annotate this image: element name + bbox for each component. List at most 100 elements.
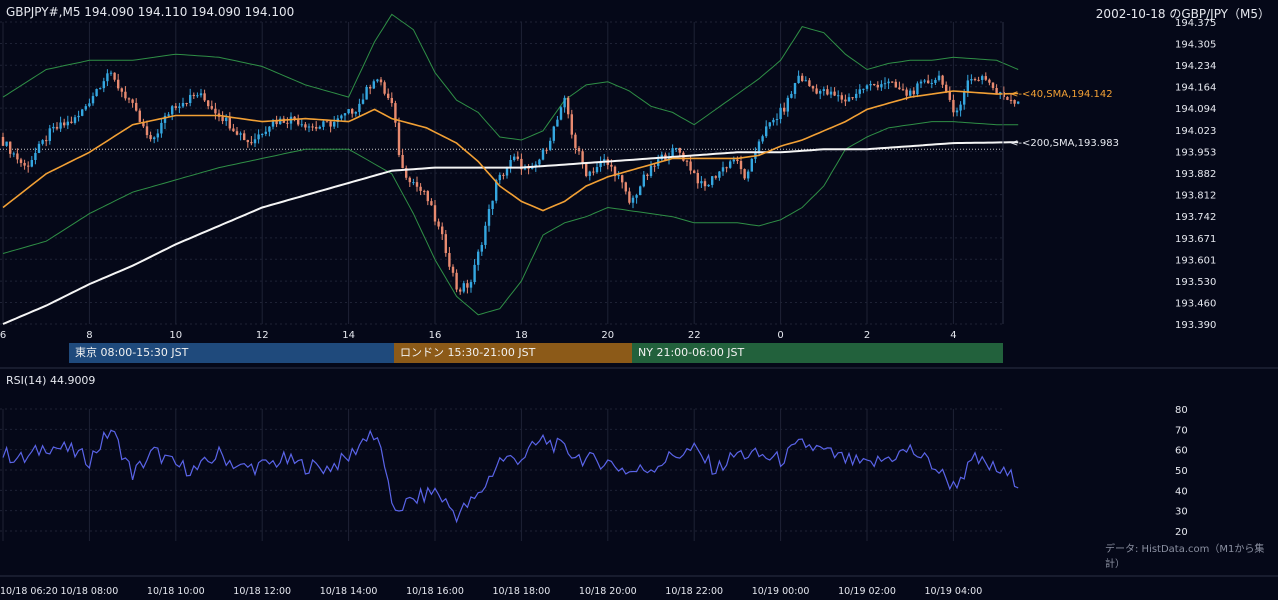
- hour-tick-label: 8: [86, 330, 92, 341]
- candle-body: [653, 165, 656, 167]
- price-tick-label: 194.234: [1175, 61, 1216, 72]
- candle-body: [642, 174, 645, 187]
- candle-body: [311, 126, 314, 128]
- candle-body: [984, 76, 987, 80]
- candle-body: [73, 117, 77, 123]
- candle-body: [369, 87, 372, 89]
- rsi-tick-label: 50: [1175, 466, 1188, 477]
- candle-body: [761, 136, 764, 142]
- candle-body: [405, 168, 408, 178]
- candle-body: [390, 97, 393, 104]
- candle-body: [505, 168, 509, 176]
- candle-body: [916, 83, 919, 95]
- candle-body: [833, 91, 836, 96]
- price-tick-label: 193.390: [1175, 320, 1216, 331]
- candle-body: [102, 81, 105, 89]
- bollinger-lower-line: [2, 121, 1019, 316]
- price-axis: 194.375 194.305 194.234 194.164 194.094 194.0…: [1002, 18, 1216, 331]
- candle-body: [199, 93, 203, 96]
- rsi-tick-label: 20: [1175, 527, 1188, 538]
- candle-body: [264, 131, 267, 134]
- candle-body: [711, 176, 714, 185]
- candle-body: [433, 205, 437, 222]
- candle-body: [905, 89, 908, 96]
- candle-body: [361, 99, 365, 104]
- candle-body: [804, 80, 807, 82]
- candle-body: [552, 126, 555, 141]
- candle-body: [570, 114, 573, 135]
- candle-body: [819, 91, 822, 94]
- candle-body: [192, 94, 195, 96]
- candle-body: [721, 167, 725, 172]
- candle-body: [383, 82, 386, 94]
- hour-tick-label: 2: [864, 330, 870, 341]
- candle-body: [772, 119, 775, 123]
- candle-body: [99, 88, 102, 90]
- candle-body: [225, 117, 228, 122]
- candle-body: [750, 158, 753, 172]
- candle-body: [91, 96, 95, 104]
- candle-body: [19, 159, 23, 163]
- candle-body: [117, 79, 120, 89]
- candle-body: [214, 108, 217, 114]
- candle-body: [477, 251, 480, 265]
- candle-body: [585, 163, 588, 176]
- candle-body: [466, 283, 469, 288]
- candle-body: [484, 225, 487, 245]
- candle-body: [592, 171, 595, 173]
- candle-body: [937, 75, 941, 80]
- candle-body: [437, 221, 440, 227]
- candle-body: [70, 121, 73, 123]
- candle-body: [538, 159, 541, 165]
- candlesticks: [1, 69, 1020, 295]
- candle-body: [880, 84, 883, 88]
- candle-body: [743, 169, 746, 179]
- candle-body: [941, 75, 944, 85]
- candle-body: [153, 137, 156, 140]
- candle-body: [883, 83, 887, 85]
- price-tick-label: 193.671: [1175, 234, 1216, 245]
- candle-body: [887, 81, 890, 84]
- candle-body: [167, 114, 170, 116]
- candle-body: [909, 90, 912, 96]
- price-tick-label: 193.460: [1175, 299, 1216, 310]
- candle-body: [732, 159, 735, 162]
- candle-body: [700, 181, 703, 184]
- candle-body: [1017, 101, 1020, 104]
- candle-body: [563, 97, 566, 108]
- candle-body: [408, 177, 411, 183]
- candle-body: [973, 79, 977, 81]
- hour-axis: 6 8 10 12 14 16 18 20 22 0 2 4: [0, 330, 957, 341]
- candle-body: [444, 234, 447, 254]
- candle-body: [448, 253, 451, 267]
- candle-body: [462, 283, 465, 292]
- time-tick-label: 10/18 08:00: [61, 586, 119, 597]
- candle-body: [959, 104, 962, 111]
- candle-body: [927, 80, 930, 84]
- candle-body: [610, 164, 613, 167]
- candle-body: [41, 140, 44, 144]
- candle-body: [520, 158, 523, 170]
- candle-body: [95, 89, 98, 97]
- candle-body: [261, 133, 264, 135]
- sma40-line: [2, 90, 1019, 212]
- candle-body: [966, 80, 969, 93]
- rsi-tick-label: 80: [1175, 405, 1188, 416]
- candle-body: [945, 84, 948, 92]
- candle-body: [77, 115, 80, 118]
- candle-body: [786, 97, 789, 112]
- candle-body: [988, 79, 991, 83]
- candle-body: [876, 84, 879, 88]
- rsi-tick-label: 30: [1175, 507, 1188, 518]
- candle-body: [358, 103, 361, 112]
- candle-body: [729, 161, 732, 168]
- moving-averages: [2, 90, 1019, 325]
- price-tick-label: 193.953: [1175, 147, 1216, 158]
- candle-body: [210, 106, 213, 109]
- candle-body: [783, 107, 786, 112]
- candle-body: [329, 121, 332, 127]
- candle-body: [981, 76, 984, 80]
- hour-tick-label: 18: [515, 330, 528, 341]
- candle-body: [145, 126, 149, 136]
